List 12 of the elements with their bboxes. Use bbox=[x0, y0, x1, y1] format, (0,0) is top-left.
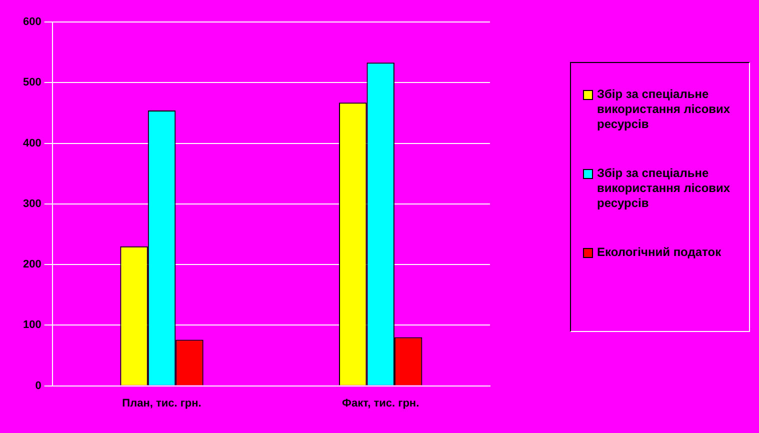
x-tick-label: План, тис. грн. bbox=[122, 397, 202, 410]
legend-label: Збір за спеціальне використання лісових ресурсів bbox=[597, 87, 732, 132]
legend-label: Екологічний податок bbox=[597, 245, 722, 260]
y-tick-label: 400 bbox=[22, 137, 42, 150]
y-tick-label: 300 bbox=[22, 198, 42, 210]
y-tick-label: 600 bbox=[22, 16, 42, 28]
y-tick-label: 200 bbox=[22, 258, 42, 271]
y-tick-label: 100 bbox=[22, 319, 42, 332]
x-tick-label: Факт, тис. грн. bbox=[342, 397, 420, 410]
legend-label: Збір за спеціальне використання лісових ресурсів bbox=[597, 166, 732, 211]
y-tick-label: 500 bbox=[22, 76, 42, 89]
y-tick-label: 0 bbox=[35, 380, 42, 392]
